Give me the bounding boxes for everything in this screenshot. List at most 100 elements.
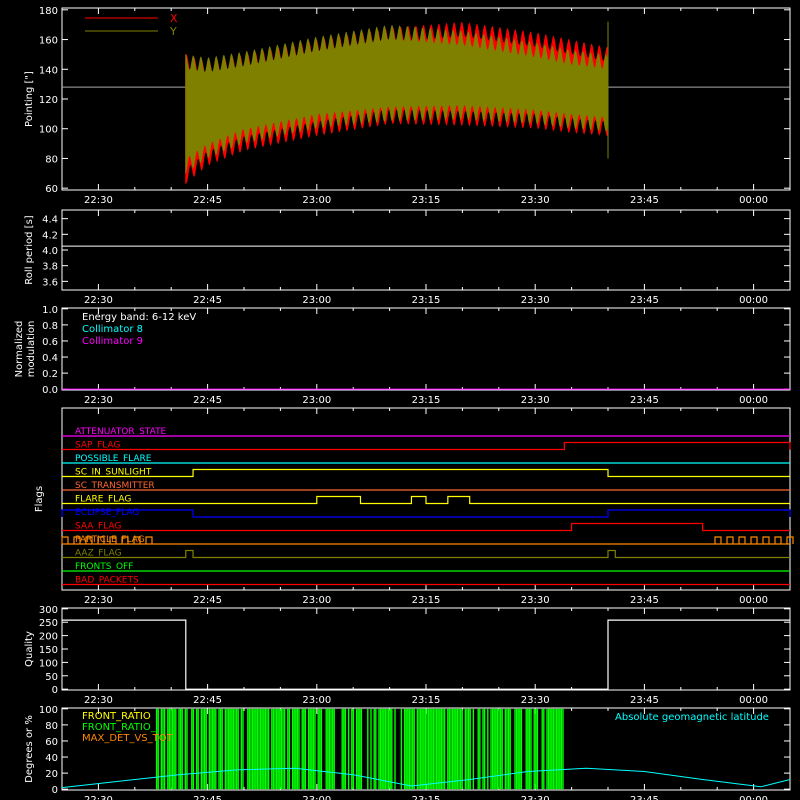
- quality-panel: 22:30 22:45 23:00 23:15 23:30 23:45 00:00 0 50 10…: [24, 605, 791, 706]
- modulation-panel-xtick-label: 23:15: [412, 395, 441, 406]
- pointing-panel-xtick-label: 22:30: [84, 195, 113, 206]
- flag-label-bad_packets: BAD_PACKETS: [75, 576, 139, 586]
- pointing-panel: 22:30 22:45 23:00 23:15 23:30 23:45 00:00 60 80 1…: [24, 6, 791, 206]
- quality-panel-ytick-label: 150: [39, 645, 58, 656]
- flag-line-sap_flag: [62, 441, 791, 451]
- modulation-panel-ytick-label: 1.0: [42, 305, 58, 316]
- modulation-panel-ylabel: modulation: [26, 321, 37, 378]
- quality-panel-ylabel: Quality: [24, 631, 35, 667]
- pointing-panel-ytick-label: 80: [45, 154, 58, 165]
- roll-period-panel-ytick-label: 3.8: [42, 262, 58, 273]
- roll-period-panel-xtick-label: 23:45: [630, 295, 659, 306]
- quality-panel-xtick-label: 23:00: [302, 695, 331, 706]
- quality-panel-xtick-label: 00:00: [739, 695, 768, 706]
- quality-panel-xtick-label: 23:45: [630, 695, 659, 706]
- pointing-panel-xtick-label: 23:15: [412, 195, 441, 206]
- pointing-panel-xtick-label: 00:00: [739, 195, 768, 206]
- roll-period-panel-xtick-label: 23:15: [412, 295, 441, 306]
- quality-line: [62, 619, 790, 690]
- roll-period-panel-xtick-label: 23:30: [521, 295, 550, 306]
- pointing-panel-xtick-label: 23:00: [302, 195, 331, 206]
- modulation-annotation: Collimator 9: [82, 336, 143, 347]
- geomagnetic-latitude-line: [61, 767, 791, 789]
- flag-label-possible_flare: POSSIBLE_FLARE: [75, 454, 152, 464]
- flags-panel-xtick-label: 22:30: [84, 595, 113, 606]
- quality-panel-ytick-label: 0: [52, 685, 58, 696]
- roll-period-panel-xtick-label: 22:30: [84, 295, 113, 306]
- modulation-panel-xtick-label: 23:30: [521, 395, 550, 406]
- flag-label-flare_flag: FLARE_FLAG: [75, 495, 131, 505]
- modulation-panel-ytick-label: 0.8: [42, 321, 58, 332]
- latitude-panel-xtick-label: 23:30: [521, 795, 550, 800]
- latitude-panel-ytick-label: 20: [45, 769, 58, 780]
- pointing-data: [62, 21, 790, 184]
- modulation-panel-xtick-label: 22:45: [193, 395, 222, 406]
- modulation-panel-ytick-label: 0.2: [42, 369, 58, 380]
- modulation-panel-xtick-label: 23:45: [630, 395, 659, 406]
- roll-period-panel-xtick-label: 22:45: [193, 295, 222, 306]
- pointing-panel-xtick-label: 22:45: [193, 195, 222, 206]
- flag-label-attenuator_state: ATTENUATOR_STATE: [75, 427, 167, 437]
- roll-period-panel-frame: [61, 209, 791, 291]
- flag-line-saa_flag: [62, 522, 790, 532]
- roll-period-panel-ytick-label: 3.6: [42, 277, 58, 288]
- quality-panel-ytick-label: 200: [39, 632, 58, 643]
- roll-period-panel: 22:30 22:45 23:00 23:15 23:30 23:45 00:00 3.6 3.…: [24, 209, 791, 306]
- modulation-panel-ytick-label: 0.6: [42, 337, 58, 348]
- pointing-panel-ytick-label: 120: [39, 95, 58, 106]
- pointing-panel-xtick-label: 23:30: [521, 195, 550, 206]
- latitude-panel-ylabel: Degrees or %: [24, 715, 35, 783]
- pointing-panel-ylabel: Pointing ["]: [24, 71, 35, 127]
- roll-period-panel-ytick-label: 4.0: [42, 246, 58, 257]
- quality-panel-ytick-label: 100: [39, 658, 58, 669]
- latitude-panel: 22:30 22:45 23:00 23:15 23:30 23:45 00:00 0 20 40…: [24, 705, 791, 800]
- modulation-panel-ytick-label: 0.0: [42, 385, 58, 396]
- flag-line-sc_in_sunlight: [62, 468, 790, 478]
- flag-label-saa_flag: SAA_FLAG: [75, 522, 121, 532]
- quality-panel-ytick-label: 300: [39, 605, 58, 616]
- roll-period-panel-ytick-label: 4.2: [42, 230, 58, 241]
- modulation-annotation: Collimator 8: [82, 324, 143, 335]
- quality-panel-xtick-label: 23:15: [412, 695, 441, 706]
- front-ratio-bars: [155, 708, 564, 790]
- flag-label-sc_in_sunlight: SC_IN_SUNLIGHT: [75, 468, 152, 478]
- flags-panel-xtick-label: 23:00: [302, 595, 331, 606]
- flags-panel-xtick-label: 23:15: [412, 595, 441, 606]
- quality-panel-xtick-label: 23:30: [521, 695, 550, 706]
- flag-label-eclipse_flag: ECLIPSE_FLAG: [75, 508, 139, 518]
- flags-panel-xtick-label: 23:45: [630, 595, 659, 606]
- latitude-panel-xtick-label: 22:45: [193, 795, 222, 800]
- latitude-panel-xtick-label: 23:15: [412, 795, 441, 800]
- latitude-panel-ytick-label: 40: [45, 753, 58, 764]
- pointing-panel-ytick-label: 140: [39, 65, 58, 76]
- flag-line-eclipse_flag: [61, 509, 791, 518]
- modulation-annotation: Energy band: 6-12 keV: [82, 312, 196, 323]
- latitude-legend-label: MAX_DET_VS_TOT: [82, 733, 174, 744]
- quality-panel-ytick-label: 250: [39, 618, 58, 629]
- latitude-panel-ytick-label: 0: [52, 785, 58, 796]
- latitude-panel-xtick-label: 00:00: [739, 795, 768, 800]
- modulation-panel-xtick-label: 22:30: [84, 395, 113, 406]
- roll-period-panel-ylabel: Roll period [s]: [24, 215, 35, 284]
- legend-label-y: Y: [169, 25, 177, 38]
- roll-period-panel-xtick-label: 00:00: [739, 295, 768, 306]
- modulation-panel: 22:30 22:45 23:00 23:15 23:30 23:45 00:00 0.0 0.…: [14, 305, 791, 406]
- latitude-panel-ytick-label: 100: [39, 705, 58, 716]
- flags-panel: 22:30 22:45 23:00 23:15 23:30 23:45 00:00 Flags…: [34, 407, 794, 606]
- flags-panel-xtick-label: 23:30: [521, 595, 550, 606]
- quality-panel-xtick-label: 22:30: [84, 695, 113, 706]
- roll-period-panel-ytick-label: 4.4: [42, 215, 58, 226]
- flag-label-aaz_flag: AAZ_FLAG: [75, 549, 122, 559]
- latitude-panel-xtick-label: 22:30: [84, 795, 113, 800]
- latitude-legend-label: FRONT_RATIO: [82, 711, 151, 722]
- quality-panel-xtick-label: 22:45: [193, 695, 222, 706]
- flag-label-sap_flag: SAP_FLAG: [75, 441, 120, 451]
- flags-panel-xtick-label: 00:00: [739, 595, 768, 606]
- latitude-panel-xtick-label: 23:00: [302, 795, 331, 800]
- flags-panel-ylabel: Flags: [34, 486, 45, 512]
- flag-line-aaz_flag: [62, 549, 790, 559]
- latitude-legend-label: FRONT_RATIO_: [82, 722, 157, 733]
- quality-panel-ytick-label: 50: [45, 672, 58, 683]
- pointing-panel-ytick-label: 100: [39, 125, 58, 136]
